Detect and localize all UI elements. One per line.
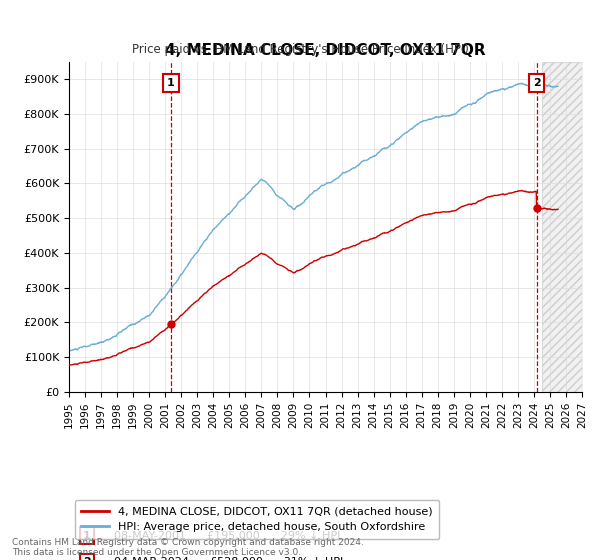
Text: 08-MAY-2001      £195,000      29% ↓ HPI: 08-MAY-2001 £195,000 29% ↓ HPI: [107, 531, 341, 541]
Text: 1: 1: [167, 78, 175, 88]
Text: 2: 2: [83, 557, 91, 560]
Text: 2: 2: [533, 78, 541, 88]
Title: 4, MEDINA CLOSE, DIDCOT, OX11 7QR: 4, MEDINA CLOSE, DIDCOT, OX11 7QR: [165, 43, 486, 58]
Text: Price paid vs. HM Land Registry's House Price Index (HPI): Price paid vs. HM Land Registry's House …: [131, 43, 469, 55]
Legend: 4, MEDINA CLOSE, DIDCOT, OX11 7QR (detached house), HPI: Average price, detached: 4, MEDINA CLOSE, DIDCOT, OX11 7QR (detac…: [74, 500, 439, 539]
Text: 04-MAR-2024      £528,000      31% ↓ HPI: 04-MAR-2024 £528,000 31% ↓ HPI: [107, 557, 344, 560]
Text: 1: 1: [83, 531, 91, 541]
Text: Contains HM Land Registry data © Crown copyright and database right 2024.
This d: Contains HM Land Registry data © Crown c…: [12, 538, 364, 557]
